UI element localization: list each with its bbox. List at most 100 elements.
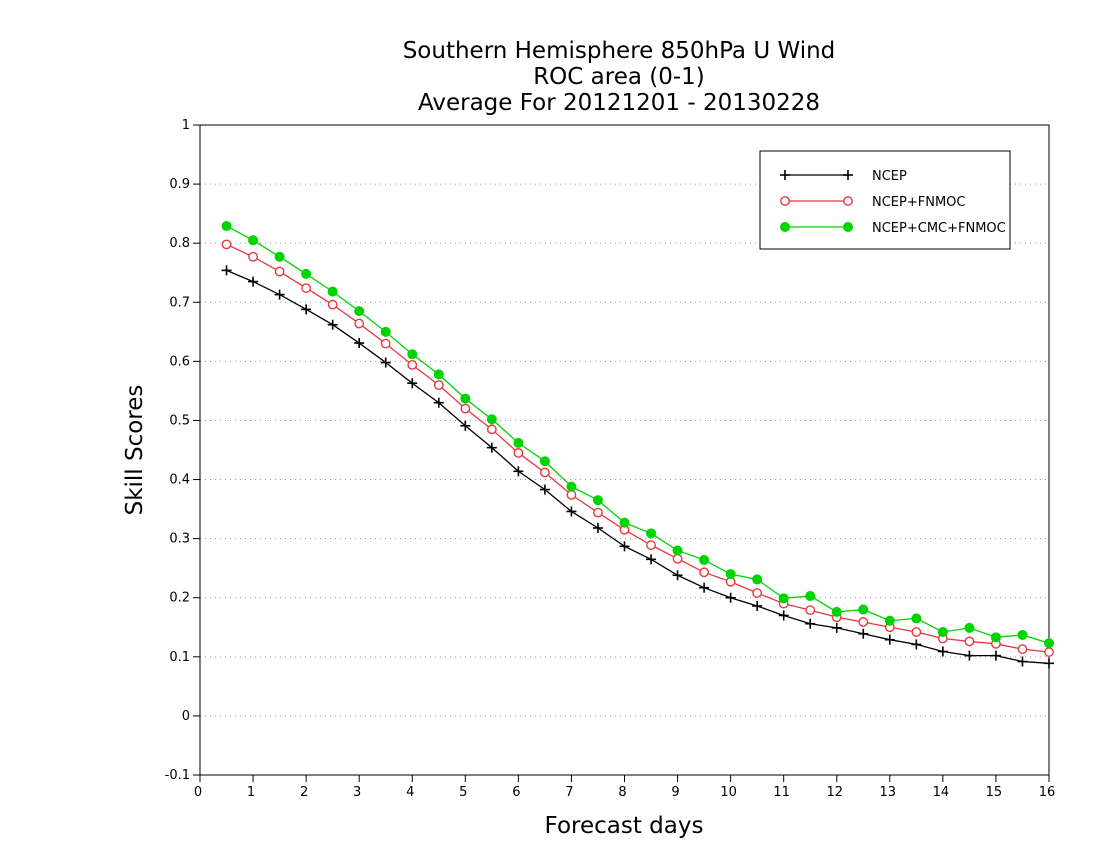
data-point	[380, 357, 391, 368]
data-point	[566, 506, 577, 517]
series-line	[226, 243, 1050, 653]
series-0	[221, 265, 1054, 669]
data-point	[831, 606, 842, 617]
data-point	[937, 627, 948, 637]
data-point	[1044, 658, 1054, 669]
y-tick-label: 0.6	[169, 354, 190, 369]
x-tick-label: 3	[353, 785, 361, 800]
data-point	[460, 393, 471, 404]
x-tick-label: 8	[618, 785, 626, 800]
legend-item: NCEP+FNMOC	[780, 195, 965, 210]
series-2	[221, 221, 1054, 649]
data-point	[354, 306, 365, 317]
data-point	[725, 569, 736, 580]
data-point	[911, 613, 922, 624]
data-point	[301, 268, 312, 279]
data-point	[619, 517, 630, 528]
x-tick-label: 5	[459, 785, 467, 800]
y-tick-label: 0.7	[169, 295, 190, 310]
y-tick-label: 0	[182, 709, 190, 724]
data-point	[301, 304, 312, 315]
data-point	[248, 276, 259, 287]
data-point	[248, 235, 259, 246]
data-point	[646, 528, 657, 539]
data-point	[539, 484, 550, 495]
legend-box	[759, 150, 1011, 250]
x-tick-label: 10	[720, 785, 737, 800]
data-point	[672, 545, 683, 556]
legend: NCEP NCEP+FNMOC NCEP+CMC+FNMOC	[759, 150, 1011, 250]
title-line: ROC area (0-1)	[533, 64, 705, 90]
data-point	[752, 601, 763, 611]
data-point	[752, 574, 763, 585]
series-line	[226, 269, 1050, 664]
data-point	[964, 622, 975, 633]
data-point	[1017, 656, 1028, 667]
data-point	[539, 456, 550, 467]
data-point	[327, 299, 338, 310]
data-point	[752, 588, 763, 598]
x-tick-label: 6	[512, 785, 520, 800]
x-tick-label: 2	[300, 785, 308, 800]
data-point	[566, 490, 577, 500]
data-point	[990, 632, 1001, 643]
data-point	[460, 420, 471, 431]
data-point	[433, 369, 444, 380]
data-point	[1044, 647, 1054, 657]
x-tick-label: 16	[1039, 785, 1056, 800]
legend-marker	[843, 170, 853, 180]
data-point	[513, 437, 524, 448]
y-tick-label: 0.2	[169, 591, 190, 606]
data-point	[380, 338, 391, 349]
data-point	[858, 617, 869, 627]
data-point	[672, 553, 683, 564]
data-point	[699, 567, 709, 578]
series-1	[221, 239, 1054, 657]
data-point	[672, 570, 683, 581]
x-tick-label: 1	[247, 785, 255, 800]
data-point	[248, 251, 258, 262]
data-point	[964, 650, 975, 661]
data-point	[778, 610, 789, 621]
data-point	[964, 636, 975, 647]
x-tick-label: 14	[933, 785, 950, 800]
data-point	[433, 380, 444, 390]
title-line: Southern Hemisphere 850hPa U Wind	[403, 38, 836, 64]
y-axis-label: Skill Scores	[122, 385, 148, 516]
data-point	[380, 326, 391, 337]
data-point	[274, 289, 285, 300]
data-point	[1044, 638, 1054, 649]
data-point	[884, 615, 895, 626]
y-tick-label: 0.5	[169, 413, 190, 428]
data-point	[301, 283, 312, 293]
legend-marker	[780, 222, 790, 232]
title-line: Average For 20121201 - 20130228	[418, 90, 820, 116]
y-tick-label: 0.1	[169, 650, 190, 665]
data-point	[699, 554, 710, 565]
data-point	[433, 397, 444, 408]
data-point	[646, 540, 656, 551]
data-point	[593, 507, 603, 518]
legend-label: NCEP+CMC+FNMOC	[872, 221, 1006, 236]
x-tick-label: 12	[826, 785, 843, 800]
data-point	[407, 349, 418, 360]
data-point	[1017, 644, 1028, 655]
legend-label: NCEP+FNMOC	[872, 195, 965, 210]
x-tick-label: 4	[406, 785, 414, 800]
data-point	[911, 639, 922, 650]
data-point	[486, 414, 497, 425]
data-point	[725, 592, 736, 603]
data-point	[884, 634, 895, 645]
data-point	[911, 627, 922, 637]
data-point	[805, 590, 816, 601]
data-point	[221, 239, 232, 250]
data-point	[407, 360, 418, 370]
data-point	[407, 378, 418, 389]
data-point	[858, 604, 869, 615]
legend-marker	[780, 196, 790, 206]
series	[221, 221, 1054, 669]
data-point	[592, 495, 603, 506]
x-axis-ticks: 0 1 2 3 4 5 6 7 8 9 10 11 12 13 14 15 16	[194, 775, 1055, 800]
